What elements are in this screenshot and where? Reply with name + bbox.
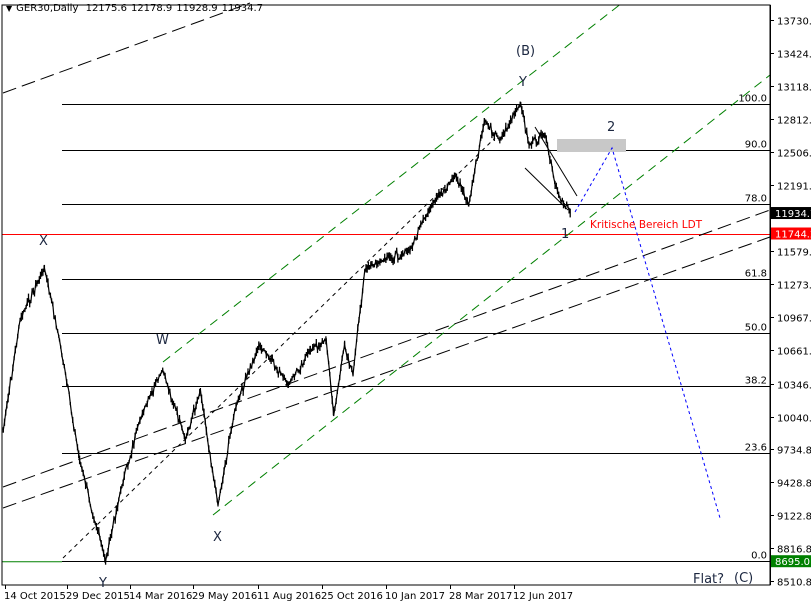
- current-price-label: 11934.7: [775, 209, 811, 220]
- wedge-upper-line[interactable]: [534, 126, 578, 197]
- critical-zone-label: Kritische Bereich LDT: [590, 219, 703, 231]
- price-tick-label: 10040.8: [777, 414, 811, 425]
- triangle-down-icon[interactable]: ▼: [6, 4, 13, 13]
- price-tick-label: 11273.8: [777, 281, 811, 292]
- wave-label-y-top: Y: [518, 75, 527, 90]
- date-tick-label: 10 Jan 2017: [385, 591, 445, 602]
- price-tick-label: 13730.8: [777, 17, 811, 28]
- low-value: 11928.9: [176, 3, 218, 14]
- price-line: [2, 102, 571, 562]
- wave-label-x-left: X: [39, 234, 48, 249]
- price-tick-label: 10346.8: [777, 381, 811, 392]
- price-tick-label: 11579.8: [777, 248, 811, 259]
- fib-level-label: 78.0: [745, 194, 767, 205]
- chart-frame: [1, 4, 771, 586]
- price-tick-label: 13424.8: [777, 50, 811, 61]
- channel-lower-line[interactable]: [212, 74, 771, 516]
- low-price-label: 8695.0: [775, 557, 810, 568]
- price-tick-label: 9428.8: [777, 479, 811, 490]
- critical-price-label: 11744.2: [775, 230, 811, 241]
- date-tick-label: 11 Aug 2016: [257, 591, 321, 602]
- wave-label-c: (C): [734, 571, 753, 586]
- wedge-lower-line[interactable]: [524, 167, 569, 211]
- target-zone-rect[interactable]: [557, 139, 626, 152]
- close-value: 11934.7: [221, 3, 264, 14]
- price-tick-label: 12812.8: [777, 116, 811, 127]
- fib-level-label: 50.0: [745, 323, 767, 334]
- low-price-label-bg: [771, 555, 811, 568]
- date-tick-label: 12 Jun 2017: [513, 591, 573, 602]
- trend-line-lower-1[interactable]: [2, 209, 771, 488]
- flat-label: Flat?: [693, 572, 724, 587]
- trend-line-lower-2[interactable]: [2, 236, 771, 509]
- chart-header: ▼ GER30,Daily 12175.6 12178.9 11928.9 11934.…: [6, 3, 267, 14]
- price-tick-label: 10967.8: [777, 314, 811, 325]
- date-tick-label: 29 May 2016: [192, 591, 257, 602]
- price-tick-label: 12506.8: [777, 149, 811, 160]
- channel-upper-line[interactable]: [162, 2, 623, 363]
- date-tick-label: 28 Mar 2017: [449, 591, 512, 602]
- critical-price-label-bg: [771, 227, 811, 240]
- date-tick-label: 25 Oct 2016: [321, 591, 383, 602]
- fib-level-label: 61.8: [745, 269, 767, 280]
- fib-level-label: 38.2: [745, 376, 767, 387]
- date-tick-label: 29 Dec 2015: [66, 591, 130, 602]
- wave-label-2: 2: [607, 120, 615, 135]
- high-value: 12178.9: [130, 3, 173, 14]
- open-value: 12175.6: [85, 3, 127, 14]
- symbol-label: GER30,Daily: [16, 3, 79, 14]
- wave-label-b: (B): [516, 44, 535, 59]
- fib-level-label: 23.6: [745, 443, 767, 454]
- wave-label-y-bottom: Y: [98, 576, 107, 591]
- price-tick-label: 10661.8: [777, 347, 811, 358]
- price-tick-label: 8816.8: [777, 545, 811, 556]
- price-tick-label: 13118.8: [777, 83, 811, 94]
- date-tick-label: 14 Oct 2015: [4, 591, 66, 602]
- price-series: [2, 101, 571, 565]
- wave-label-w: W: [156, 333, 169, 348]
- projection-path[interactable]: [574, 146, 721, 519]
- wave-label-1: 1: [561, 227, 569, 242]
- fib-level-label: 90.0: [745, 140, 767, 151]
- current-price-label-bg: [771, 207, 811, 220]
- wave-label-x-mid: X: [213, 530, 222, 545]
- date-tick-label: 14 Mar 2016: [129, 591, 192, 602]
- fib-level-label: 100.0: [738, 94, 767, 105]
- trend-line-upper-left[interactable]: [2, 2, 251, 94]
- trend-line-dotted[interactable]: [62, 137, 496, 559]
- price-tick-label: 9734.8: [777, 446, 811, 457]
- price-tick-label: 8510.8: [777, 578, 811, 589]
- price-tick-label: 12191.8: [777, 182, 811, 193]
- fib-level-label: 0.0: [751, 551, 767, 562]
- price-tick-label: 9122.8: [777, 512, 811, 523]
